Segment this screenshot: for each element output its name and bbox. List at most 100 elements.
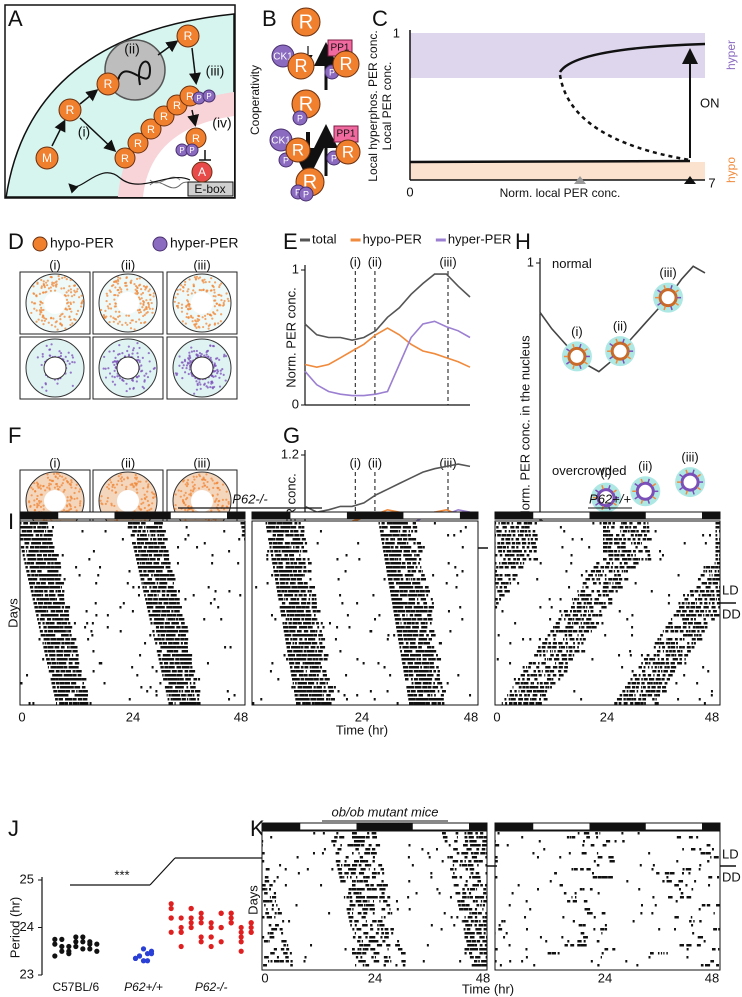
activity [173,590,177,593]
activity [23,534,28,537]
activity [576,638,578,641]
activity [674,614,677,617]
activity [409,670,412,673]
activity [706,586,711,589]
activity [177,562,179,565]
particle [114,357,116,359]
activity [172,678,177,681]
activity [142,582,143,585]
activity [141,558,143,561]
activity [394,614,398,617]
activity [308,558,310,561]
particle [196,389,198,391]
dot [66,944,71,949]
activity [39,590,44,593]
activity [22,530,26,533]
activity [27,554,32,557]
particle [73,290,75,292]
particle [154,367,156,369]
activity [182,654,184,657]
particle [112,484,114,486]
activity [423,682,427,685]
activity [72,682,74,685]
dot [94,942,99,947]
molecule [33,237,47,251]
activity [56,638,58,641]
activity [150,538,152,541]
activity [150,558,155,561]
particle [135,285,137,287]
activity [100,662,102,665]
activity [134,522,139,525]
activity [426,662,429,665]
axis-label: Norm. PER conc. in the nucleus [517,335,532,520]
activity [287,650,289,653]
particle [59,323,61,325]
activity [55,614,57,617]
activity [296,606,301,609]
activity [140,686,142,689]
activity [588,614,591,617]
activity [413,638,416,641]
molecule-label: M [42,151,52,165]
activity [716,550,721,553]
activity [299,674,304,677]
activity [302,702,305,705]
particle [153,292,155,294]
activity [224,646,226,649]
dot [80,946,85,951]
dot [189,906,194,911]
activity [679,606,684,609]
activity [159,618,161,621]
activity [168,678,170,681]
activity [77,686,80,689]
activity [502,562,507,565]
region-label: hyper [724,40,738,70]
activity [641,558,643,561]
activity [705,542,707,545]
particle [119,277,121,279]
activity [410,614,413,617]
activity [422,578,426,581]
activity [506,582,509,585]
particle [145,496,147,498]
activity [65,610,68,613]
activity [313,690,318,693]
activity [620,562,622,565]
activity [273,566,275,569]
particle [64,294,66,296]
particle [151,302,153,304]
activity [524,522,527,525]
particle [60,287,62,289]
activity [438,690,440,693]
activity [31,550,35,553]
particle [65,477,67,479]
activity [57,614,58,617]
activity [295,566,299,569]
panel-title: P62+/+ [589,491,631,506]
activity [329,622,331,625]
dot [219,911,224,916]
activity [211,562,213,565]
activity [297,694,298,697]
activity [172,638,174,641]
particle [143,322,145,324]
activity [44,554,46,557]
activity [286,642,291,645]
activity [433,670,436,673]
activity [165,646,168,649]
particle [212,345,214,347]
dot [199,939,204,944]
activity [442,690,446,693]
activity [172,602,176,605]
particle [219,304,221,306]
activity [301,694,303,697]
activity [409,666,413,669]
activity [404,550,405,553]
particle [76,288,78,290]
activity [407,634,412,637]
activity [411,558,416,561]
activity [388,534,392,537]
activity [167,638,171,641]
particle [220,295,222,297]
